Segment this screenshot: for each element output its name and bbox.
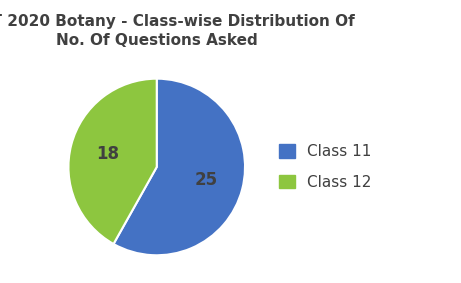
Text: 25: 25 (195, 171, 218, 189)
Wedge shape (113, 79, 245, 255)
Legend: Class 11, Class 12: Class 11, Class 12 (275, 140, 376, 194)
Text: 18: 18 (96, 145, 118, 163)
Title: NEET 2020 Botany - Class-wise Distribution Of
No. Of Questions Asked: NEET 2020 Botany - Class-wise Distributi… (0, 14, 355, 48)
Wedge shape (68, 79, 157, 244)
